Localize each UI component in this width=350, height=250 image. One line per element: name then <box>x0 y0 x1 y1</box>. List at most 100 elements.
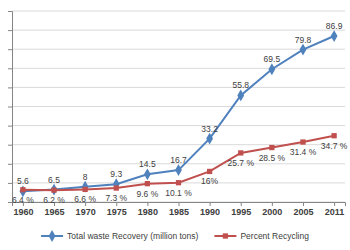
x-tick-label: 1960 <box>13 207 33 217</box>
y-tick <box>8 126 12 127</box>
series-marker <box>145 181 150 186</box>
grid-line <box>12 30 345 31</box>
y-tick-mark <box>8 126 12 127</box>
plot: 1960 1965 1970 1975 1980 1985 1990 1995 2000 2005… <box>8 11 348 217</box>
y-tick-mark <box>8 49 12 50</box>
data-label: 6.2 % <box>43 195 65 205</box>
y-axis-line <box>8 12 13 203</box>
x-tick: 1990 <box>200 202 220 217</box>
x-tick: 1995 <box>231 202 251 217</box>
grid-line <box>12 125 345 126</box>
series-marker <box>300 44 307 56</box>
y-tick <box>8 30 12 31</box>
x-tick-mark <box>179 202 180 206</box>
y-tick <box>8 107 12 108</box>
series-marker <box>331 133 336 138</box>
x-tick: 1975 <box>107 202 127 217</box>
series-marker <box>20 187 25 192</box>
y-tick-mark <box>8 183 12 184</box>
series-marker <box>331 30 338 42</box>
data-label: 25.7 % <box>228 158 255 168</box>
legend-label: Percent Recycling <box>240 231 309 241</box>
x-tick-label: 1970 <box>76 207 96 217</box>
x-tick: 2005 <box>293 202 313 217</box>
y-tick <box>8 49 12 50</box>
data-label: 55.8 <box>232 80 249 90</box>
y-tick <box>8 145 12 146</box>
x-tick-mark <box>334 202 335 206</box>
series-marker <box>113 178 120 190</box>
grid-line <box>12 49 345 50</box>
y-tick-mark <box>8 68 12 69</box>
data-label: 33.2 <box>201 124 218 134</box>
data-labels: 5.66.589.314.516.733.255.869.579.886.96.… <box>12 21 348 205</box>
data-label: 6.5 <box>48 175 60 185</box>
y-tick-mark <box>8 107 12 108</box>
x-tick-mark <box>272 202 273 206</box>
series-marker <box>175 164 182 176</box>
data-label: 31.4 % <box>290 147 317 157</box>
x-tick-mark <box>147 202 148 206</box>
data-label: 9.3 <box>110 169 122 179</box>
x-tick-mark <box>210 202 211 206</box>
y-tick-mark <box>8 145 12 146</box>
x-tick-label: 1985 <box>169 207 189 217</box>
x-tick: 2011 <box>325 202 345 217</box>
grid-line <box>12 87 345 88</box>
data-label: 6.4 % <box>12 195 34 205</box>
data-label: 16.7 <box>170 155 187 165</box>
series-marker <box>82 187 87 192</box>
marks <box>19 30 337 197</box>
series-marker <box>238 150 243 155</box>
y-axis <box>8 12 13 203</box>
legend: Total waste Recovery (million tons) Perce… <box>41 230 309 242</box>
x-tick-label: 1980 <box>138 207 158 217</box>
series-marker <box>176 180 181 185</box>
series-marker <box>268 63 275 75</box>
x-tick-label: 2011 <box>325 207 345 217</box>
series-marker <box>300 139 305 144</box>
legend-item: Percent Recycling <box>214 231 309 241</box>
data-label: 5.6 <box>17 176 29 186</box>
data-label: 34.7 % <box>321 141 348 151</box>
series-marker <box>144 168 151 180</box>
grid-line <box>12 106 345 107</box>
y-tick <box>8 164 12 165</box>
x-tick-label: 1990 <box>200 207 220 217</box>
data-label: 14.5 <box>139 159 156 169</box>
x-tick: 2000 <box>262 202 282 217</box>
series-marker <box>237 90 244 102</box>
grid-line <box>12 11 345 12</box>
grid-line <box>12 68 345 69</box>
data-label: 86.9 <box>326 21 343 31</box>
data-label: 9.6 % <box>137 189 159 199</box>
legend-marker <box>49 230 56 242</box>
x-tick-label: 1995 <box>231 207 251 217</box>
series-marker <box>51 184 58 196</box>
x-tick-mark <box>241 202 242 206</box>
x-tick-label: 2005 <box>293 207 313 217</box>
chart: 1960 1965 1970 1975 1980 1985 1990 1995 2000 2005… <box>0 0 350 250</box>
y-tick-mark <box>8 30 12 31</box>
x-tick: 1980 <box>138 202 158 217</box>
series-marker <box>206 133 213 145</box>
series-marker <box>269 145 274 150</box>
grid <box>12 11 345 202</box>
data-label: 8 <box>83 172 88 182</box>
x-tick: 1985 <box>169 202 189 217</box>
data-label: 7.3 % <box>105 193 127 203</box>
legend-item: Total waste Recovery (million tons) <box>41 230 198 242</box>
series-marker <box>207 169 212 174</box>
x-tick-label: 1965 <box>44 207 64 217</box>
x-tick-label: 2000 <box>262 207 282 217</box>
data-label: 28.5 % <box>259 153 286 163</box>
series-marker <box>114 185 119 190</box>
y-tick <box>8 183 12 184</box>
x-tick-label: 1975 <box>107 207 127 217</box>
data-label: 16% <box>201 176 218 186</box>
series-line <box>23 36 334 191</box>
y-tick-mark <box>8 11 12 12</box>
y-tick-mark <box>8 87 12 88</box>
y-tick-mark <box>8 164 12 165</box>
legend-marker <box>223 233 228 238</box>
